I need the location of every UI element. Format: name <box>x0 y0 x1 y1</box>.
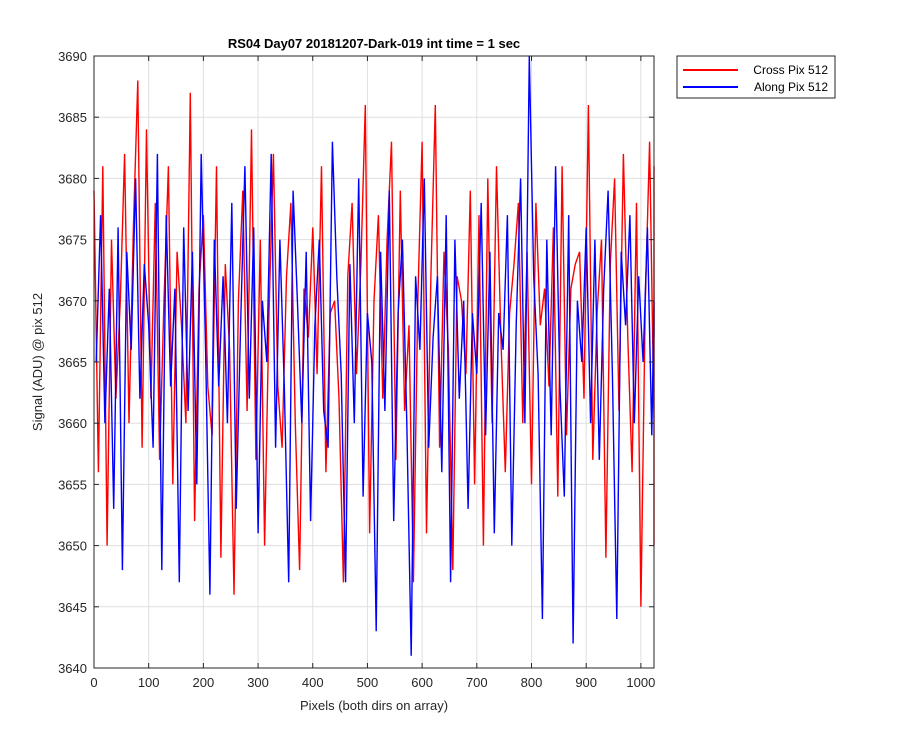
legend: Cross Pix 512 Along Pix 512 <box>676 55 836 99</box>
y-tick-label: 3660 <box>58 416 87 431</box>
x-tick-label: 1000 <box>626 675 655 690</box>
y-tick-label: 3690 <box>58 49 87 64</box>
y-tick-label: 3680 <box>58 171 87 186</box>
y-tick-label: 3665 <box>58 355 87 370</box>
y-tick-label: 3670 <box>58 294 87 309</box>
y-axis-label: Signal (ADU) @ pix 512 <box>30 293 45 431</box>
x-tick-label: 400 <box>302 675 324 690</box>
x-tick-label: 300 <box>247 675 269 690</box>
legend-label-cross: Cross Pix 512 <box>753 63 828 77</box>
series-layer <box>93 55 655 656</box>
x-tick-label: 900 <box>575 675 597 690</box>
x-tick-label: 700 <box>466 675 488 690</box>
chart-title: RS04 Day07 20181207-Dark-019 int time = … <box>228 36 520 51</box>
x-axis-label: Pixels (both dirs on array) <box>300 698 448 713</box>
x-tick-label: 500 <box>357 675 379 690</box>
ticks: 0 100 200 300 400 500 600 700 800 900 1000 3640 3645… <box>58 49 655 690</box>
y-tick-label: 3650 <box>58 539 87 554</box>
x-tick-label: 100 <box>138 675 160 690</box>
legend-label-along: Along Pix 512 <box>754 80 828 94</box>
legend-box <box>676 55 836 99</box>
y-tick-label: 3645 <box>58 600 87 615</box>
series-line-along <box>95 55 655 656</box>
y-tick-label: 3640 <box>58 661 87 676</box>
x-tick-label: 0 <box>90 675 97 690</box>
y-tick-label: 3675 <box>58 233 87 248</box>
x-tick-label: 600 <box>411 675 433 690</box>
x-tick-label: 800 <box>521 675 543 690</box>
y-tick-label: 3685 <box>58 110 87 125</box>
x-tick-label: 200 <box>193 675 215 690</box>
y-tick-label: 3655 <box>58 477 87 492</box>
